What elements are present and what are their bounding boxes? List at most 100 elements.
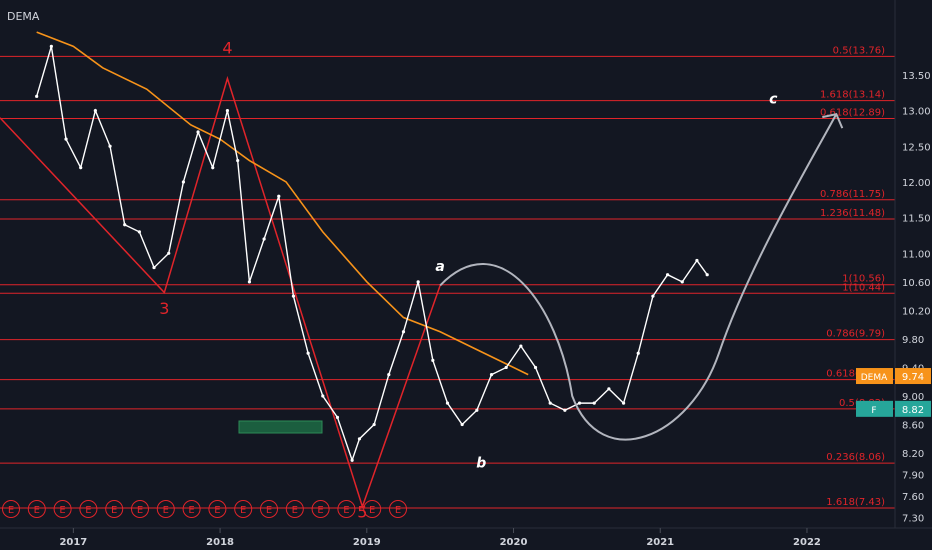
fib-label: 0.618(12.89) [820, 107, 885, 118]
earnings-marker[interactable] [208, 500, 227, 518]
price-point [291, 294, 296, 298]
fib-label: 0.236(8.06) [826, 452, 885, 463]
price-series-line [36, 46, 708, 463]
price-point [262, 237, 266, 241]
earnings-marker[interactable] [363, 500, 382, 518]
earnings-marker-label: E [317, 505, 323, 516]
fib-label: 0.786(9.79) [826, 329, 885, 340]
price-point [277, 194, 281, 198]
badge-value: 8.82 [902, 405, 924, 416]
fib-label: 0.786(11.75) [820, 189, 885, 200]
badge-value-bg [895, 368, 931, 385]
x-tick-label: 2022 [793, 537, 821, 548]
y-tick-label: 13.00 [902, 107, 931, 118]
price-point [665, 273, 670, 277]
price-point [137, 230, 141, 234]
price-point [680, 280, 684, 284]
price-point [621, 401, 626, 405]
x-tick-label: 2021 [646, 537, 674, 548]
y-tick-label: 9.00 [902, 392, 924, 403]
earnings-marker-label: E [214, 505, 220, 516]
price-point [460, 422, 464, 427]
wave-label: c [769, 91, 778, 107]
y-tick-label: 13.50 [902, 71, 931, 82]
y-tick-label: 11.00 [902, 249, 931, 260]
price-point [548, 401, 552, 405]
price-point [335, 415, 340, 420]
earnings-marker[interactable] [131, 500, 149, 518]
y-tick-label: 9.80 [902, 335, 924, 346]
y-tick-label: 8.60 [902, 421, 924, 432]
earnings-marker-label: E [292, 505, 298, 516]
wave-label: b [476, 455, 486, 471]
fib-label: 1.618(13.14) [820, 90, 885, 101]
projection-path [439, 113, 844, 441]
earnings-marker-label: E [111, 505, 117, 516]
price-point [475, 408, 479, 412]
earnings-marker[interactable] [79, 500, 98, 518]
wave-label: 5 [357, 502, 367, 521]
y-tick-label: 7.30 [902, 513, 924, 524]
y-tick-label: 10.60 [902, 278, 931, 289]
earnings-marker-label: E [59, 505, 65, 516]
earnings-marker[interactable] [311, 500, 330, 518]
earnings-marker[interactable] [234, 500, 253, 518]
price-point [577, 401, 582, 405]
price-point [705, 273, 709, 277]
price-point [533, 365, 538, 370]
earnings-marker-label: E [137, 505, 143, 516]
price-point [592, 401, 596, 405]
price-point [49, 44, 53, 48]
badge-label: F [871, 406, 876, 416]
price-point [35, 94, 39, 98]
earnings-marker[interactable] [105, 500, 124, 518]
price-badges: DEMA 9.74 F 8.82 [856, 368, 931, 417]
price-point [607, 387, 611, 391]
price-point [695, 258, 699, 263]
elliott-wave-lines [0, 75, 441, 509]
y-tick-label: 12.50 [902, 142, 931, 153]
x-tick-label: 2018 [206, 537, 234, 548]
fib-label: 1(10.44) [842, 282, 885, 293]
price-point [519, 344, 523, 348]
wave-path [0, 75, 441, 509]
price-line [35, 44, 709, 463]
earnings-marker[interactable] [337, 500, 356, 518]
projection-curve [439, 113, 838, 441]
earnings-marker[interactable] [53, 500, 72, 518]
y-tick-label: 10.20 [902, 306, 931, 317]
earnings-marker-label: E [343, 505, 349, 516]
badge-value-bg [895, 400, 931, 417]
fib-label: 0.5(13.76) [833, 45, 885, 56]
price-point [372, 422, 376, 427]
earnings-marker[interactable] [156, 500, 175, 518]
earnings-marker-label: E [85, 505, 91, 516]
y-axis-panel [895, 0, 932, 550]
y-tick-label: 11.50 [902, 214, 931, 225]
earnings-marker[interactable] [260, 500, 278, 518]
earnings-marker-label: E [240, 505, 246, 516]
x-tick-label: 2017 [59, 537, 87, 548]
y-tick-label: 7.60 [902, 492, 924, 503]
earnings-marker[interactable] [2, 500, 20, 518]
price-point [79, 166, 83, 170]
dema-line [36, 31, 529, 376]
badge-label-bg [856, 400, 893, 417]
price-point [350, 458, 354, 462]
price-point [504, 365, 508, 370]
badge-label: DEMA [861, 373, 888, 383]
earnings-marker[interactable] [27, 500, 46, 518]
earnings-marker[interactable] [182, 500, 201, 518]
earnings-marker[interactable] [285, 500, 304, 518]
price-point [563, 408, 567, 412]
earnings-marker[interactable] [389, 500, 407, 518]
wave-label: a [435, 259, 444, 275]
price-point [489, 372, 494, 377]
price-point [321, 394, 325, 398]
support-zone [238, 420, 323, 434]
y-tick-label: 7.90 [902, 470, 924, 481]
earnings-marker-label: E [369, 505, 375, 516]
